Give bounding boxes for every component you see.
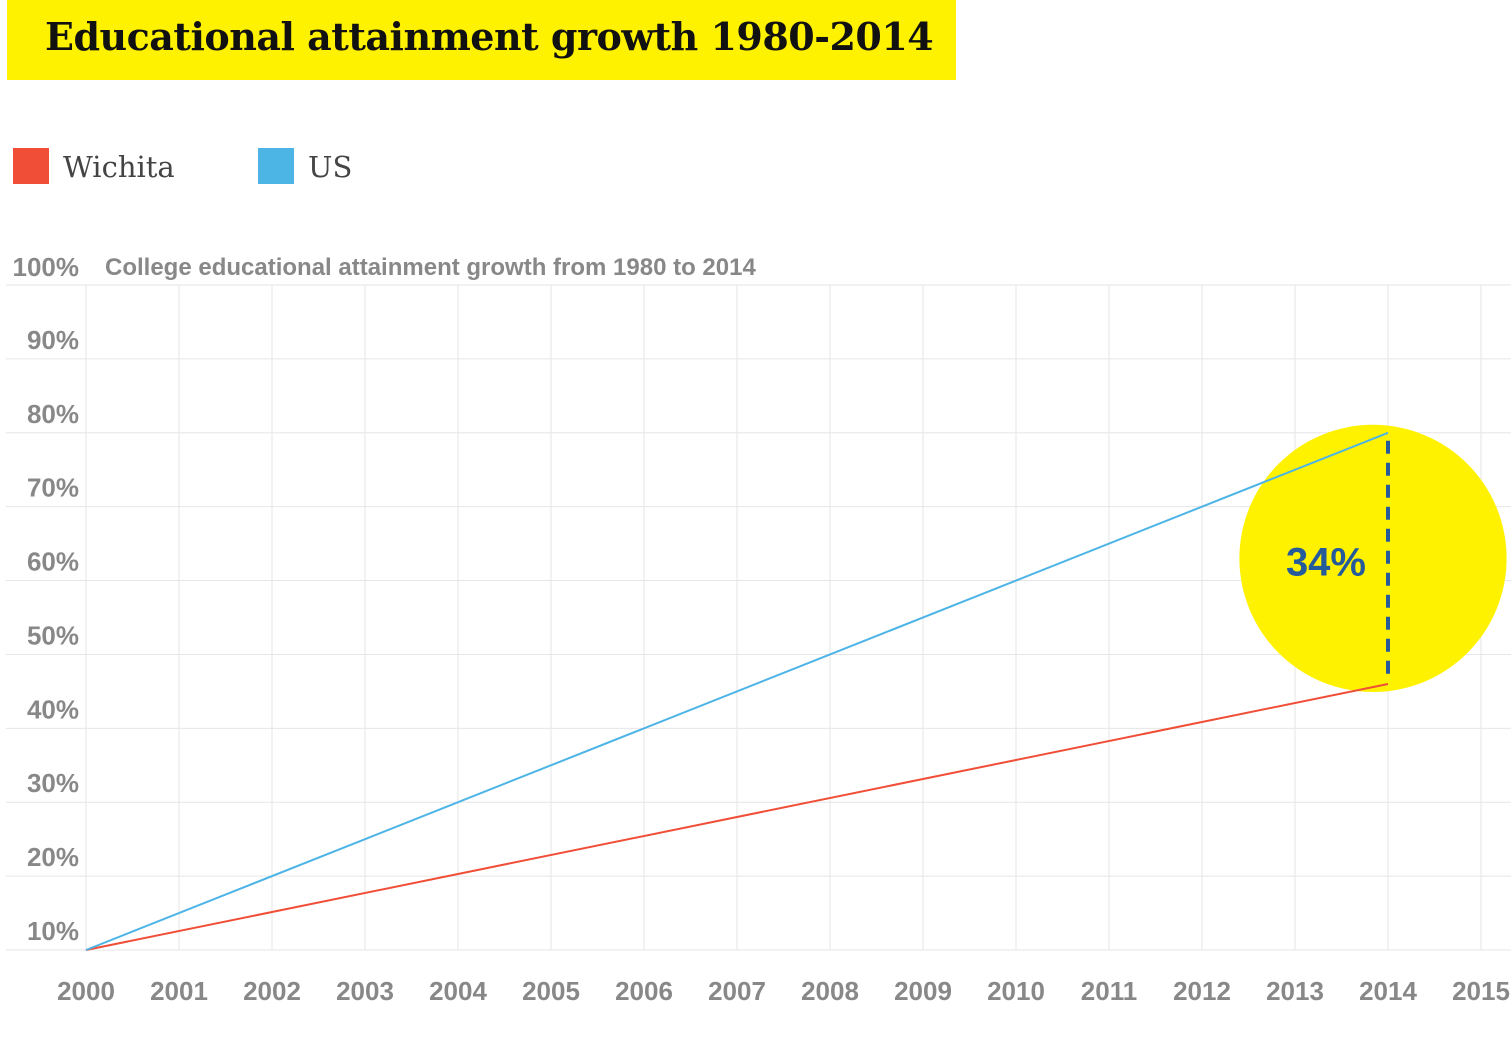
x-tick-label-2001: 2001 xyxy=(150,976,208,1006)
x-tick-label-2010: 2010 xyxy=(987,976,1045,1006)
title-band: Educational attainment growth 1980-2014 xyxy=(7,0,956,80)
x-tick-label-2015: 2015 xyxy=(1452,976,1510,1006)
x-tick-label-2003: 2003 xyxy=(336,976,394,1006)
x-tick-label-2005: 2005 xyxy=(522,976,580,1006)
x-tick-label-2002: 2002 xyxy=(243,976,301,1006)
y-tick-label-70: 70% xyxy=(27,473,79,503)
y-tick-label-50: 50% xyxy=(27,620,79,650)
y-tick-label-80: 80% xyxy=(27,399,79,429)
x-tick-label-2007: 2007 xyxy=(708,976,766,1006)
gap-annotation-label: 34% xyxy=(1286,540,1366,584)
chart-title: Educational attainment growth 1980-2014 xyxy=(45,14,934,59)
y-tick-label-100: 100% xyxy=(13,252,80,282)
highlight-circle xyxy=(1239,424,1507,692)
x-tick-label-2011: 2011 xyxy=(1081,976,1137,1006)
x-tick-label-2013: 2013 xyxy=(1266,976,1324,1006)
x-tick-label-2014: 2014 xyxy=(1359,976,1417,1006)
legend-label-wichita: Wichita xyxy=(63,150,175,184)
y-tick-label-10: 10% xyxy=(27,916,79,946)
y-tick-label-40: 40% xyxy=(27,694,79,724)
series-line-us xyxy=(85,431,1389,951)
x-tick-label-2004: 2004 xyxy=(429,976,487,1006)
x-tick-label-2009: 2009 xyxy=(894,976,952,1006)
y-tick-label-20: 20% xyxy=(27,842,79,872)
y-tick-label-30: 30% xyxy=(27,768,79,798)
x-tick-label-2006: 2006 xyxy=(615,976,673,1006)
legend-swatch-wichita xyxy=(13,148,49,184)
legend-label-us: US xyxy=(308,150,353,184)
y-tick-label-60: 60% xyxy=(27,547,79,577)
x-tick-label-2012: 2012 xyxy=(1173,976,1231,1006)
chart-subtitle: College educational attainment growth fr… xyxy=(105,254,756,281)
x-tick-label-2000: 2000 xyxy=(57,976,115,1006)
series-line-wichita xyxy=(85,683,1389,951)
x-tick-label-2008: 2008 xyxy=(801,976,859,1006)
y-tick-label-90: 90% xyxy=(27,325,79,355)
legend-swatch-us xyxy=(258,148,294,184)
